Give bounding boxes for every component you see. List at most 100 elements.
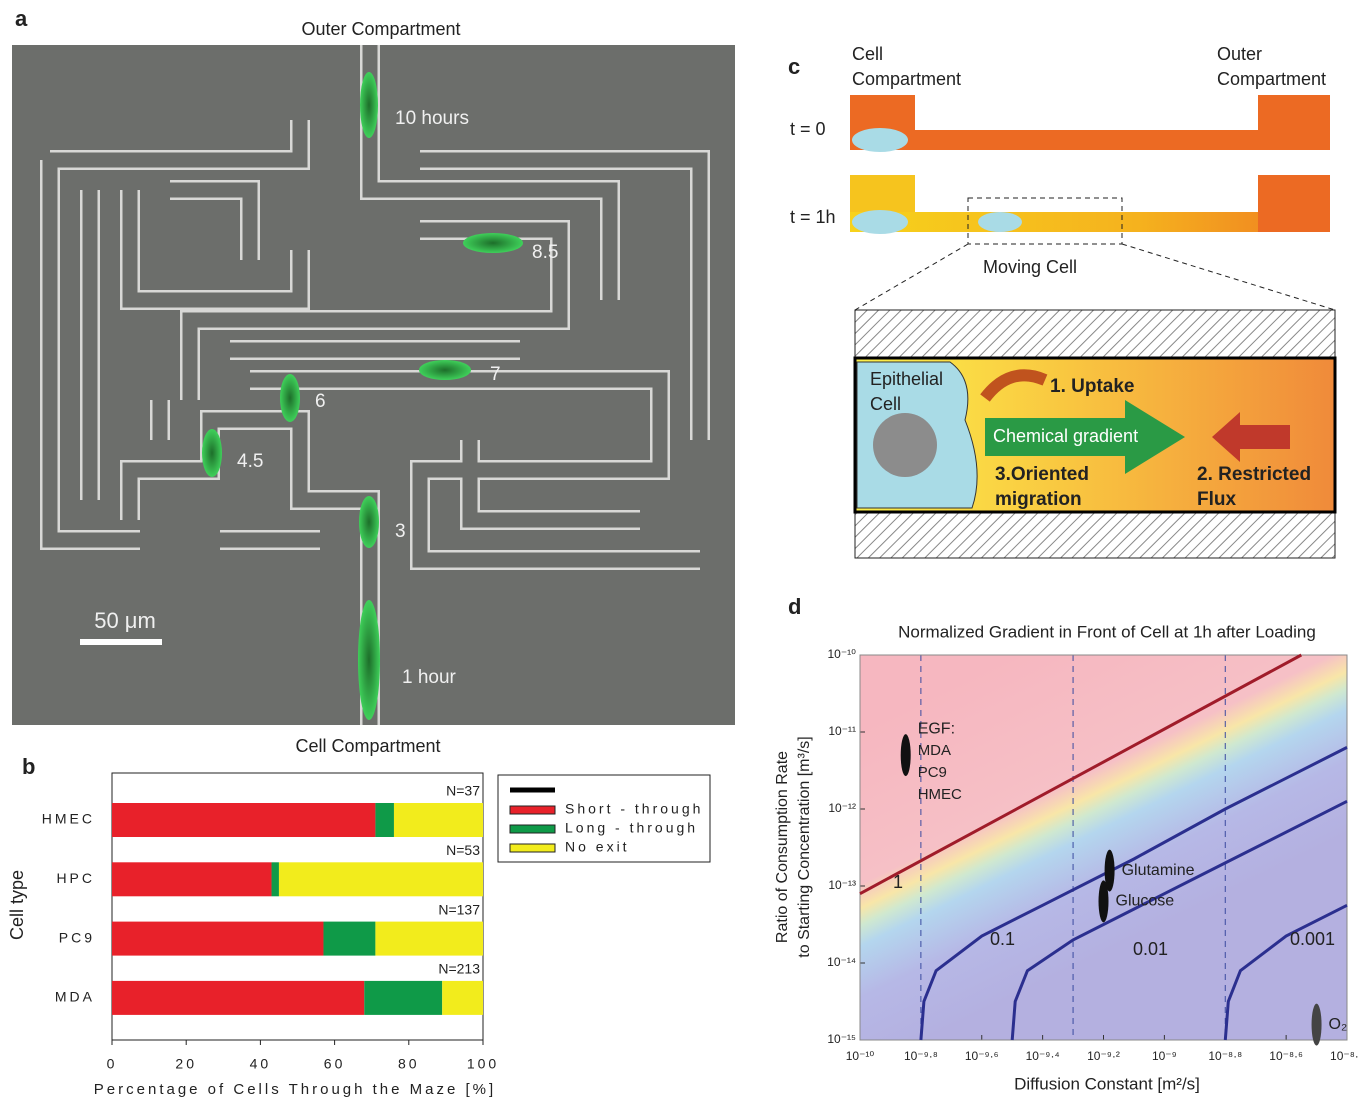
legend-swatch: [510, 825, 555, 833]
bar-segment: [112, 981, 364, 1015]
chart-title: Normalized Gradient in Front of Cell at …: [898, 622, 1316, 641]
y-tick-label: PC9: [59, 929, 95, 945]
n-label: N=53: [446, 842, 480, 858]
y-tick-label: HMEC: [42, 811, 95, 827]
y-tick-label: 10⁻¹⁰: [828, 647, 857, 661]
bar-segment: [394, 803, 483, 837]
label: Outer: [1217, 44, 1262, 64]
x-tick-label: 40: [250, 1056, 272, 1072]
x-tick-label: 10⁻⁸·⁸: [1208, 1049, 1242, 1063]
x-tick-label: 0: [107, 1056, 118, 1072]
bar-segment: [279, 862, 483, 896]
y-axis-label: to Starting Concentration [m³/s]: [796, 736, 813, 957]
shape: [463, 233, 523, 253]
shape: [202, 429, 222, 477]
scale-bar: [80, 639, 162, 645]
x-tick-label: 10⁻⁸·⁴: [1330, 1049, 1358, 1063]
label: Cell: [852, 44, 883, 64]
contour-label: 0.001: [1290, 929, 1335, 949]
shape: [358, 600, 380, 720]
panel-label: Cell Compartment: [295, 736, 440, 756]
legend-label: Short - through: [565, 801, 703, 817]
legend-label: Long - through: [565, 820, 698, 836]
label: Compartment: [852, 69, 961, 89]
figure: a 10 hours 8.5 7 6 4.5 3 1 hour 50 μm Ou…: [0, 0, 1358, 1100]
x-axis-label: Percentage of Cells Through the Maze [%]: [94, 1081, 496, 1098]
time-label: 10 hours: [395, 108, 469, 129]
label: Chemical gradient: [993, 426, 1138, 446]
label: 1. Uptake: [1050, 376, 1134, 397]
x-tick-label: 10⁻⁹·⁶: [965, 1049, 999, 1063]
panel-letter: a: [15, 6, 28, 31]
contour-label: 1: [893, 872, 903, 892]
y-axis-label: Ratio of Consumption Rate: [774, 751, 791, 943]
y-tick-label: 10⁻¹⁵: [827, 1032, 856, 1046]
y-tick-label: 10⁻¹¹: [828, 724, 856, 738]
bar-segment: [112, 803, 375, 837]
panel-letter: b: [22, 754, 35, 779]
bar-chart: 020406080100HMECN=37HPCN=53PC9N=137MDAN=…: [7, 783, 704, 1098]
y-tick-label: 10⁻¹⁴: [827, 955, 856, 969]
bar-segment: [364, 981, 442, 1015]
legend-swatch: [510, 806, 555, 814]
label: Cell: [870, 394, 901, 414]
shape: [1258, 175, 1330, 232]
marker-label: EGF:: [918, 720, 955, 737]
marker-sublabel: PC9: [918, 764, 947, 781]
n-label: N=213: [438, 961, 480, 977]
label: Flux: [1197, 489, 1236, 510]
shape: [855, 310, 1335, 358]
x-tick-label: 10⁻⁸·⁶: [1269, 1049, 1303, 1063]
label: t = 0: [790, 119, 826, 139]
label: 600 μm long channels: [1027, 99, 1203, 119]
panel-label: Outer Compartment: [301, 19, 460, 39]
label: Moving Cell: [983, 257, 1077, 277]
x-tick-label: 10⁻⁹·⁸: [904, 1049, 938, 1063]
bar-segment: [442, 981, 483, 1015]
marker: [901, 734, 911, 776]
y-tick-label: HPC: [56, 870, 95, 886]
time-label: 3: [395, 521, 406, 542]
shape: [855, 244, 1335, 310]
x-tick-label: 10⁻⁹·⁴: [1026, 1049, 1060, 1063]
channel-t1: [850, 175, 1335, 310]
bar-segment: [112, 862, 272, 896]
scale-bar-label: 50 μm: [94, 608, 156, 633]
legend-swatch: [510, 844, 555, 852]
shape: [419, 360, 471, 380]
time-label: 4.5: [237, 451, 263, 472]
shape: [280, 374, 300, 422]
bar-segment: [375, 803, 394, 837]
x-tick-label: 80: [398, 1056, 420, 1072]
time-label: 8.5: [532, 242, 558, 263]
time-label: 1 hour: [402, 667, 457, 688]
label: t = 1h: [790, 207, 836, 227]
shape: [359, 496, 379, 548]
bar-segment: [112, 922, 323, 956]
n-label: N=37: [446, 783, 480, 799]
marker-label: O₂: [1329, 1016, 1348, 1033]
x-axis-label: Diffusion Constant [m²/s]: [1014, 1074, 1200, 1093]
marker-sublabel: HMEC: [918, 786, 962, 803]
label: Compartment: [1217, 69, 1326, 89]
x-tick-label: 10⁻¹⁰: [846, 1049, 875, 1063]
shape: [852, 128, 908, 152]
shape: [978, 212, 1022, 232]
bar-segment: [323, 922, 375, 956]
shape: [873, 413, 937, 477]
bar-segment: [272, 862, 279, 896]
marker-sublabel: MDA: [918, 742, 951, 759]
x-tick-label: 10⁻⁹·²: [1087, 1049, 1120, 1063]
y-tick-label: 10⁻¹³: [828, 878, 856, 892]
marker: [1312, 1004, 1322, 1046]
marker-label: Glucose: [1116, 893, 1175, 910]
x-tick-label: 10⁻⁹: [1152, 1049, 1177, 1063]
contour-label: 0.01: [1133, 939, 1168, 959]
panel-letter: c: [788, 54, 800, 79]
shape: [1258, 95, 1330, 150]
label: migration: [995, 489, 1082, 510]
n-label: N=137: [438, 901, 480, 917]
bar-segment: [375, 922, 483, 956]
panel-letter: d: [788, 594, 801, 619]
x-tick-label: 20: [175, 1056, 197, 1072]
